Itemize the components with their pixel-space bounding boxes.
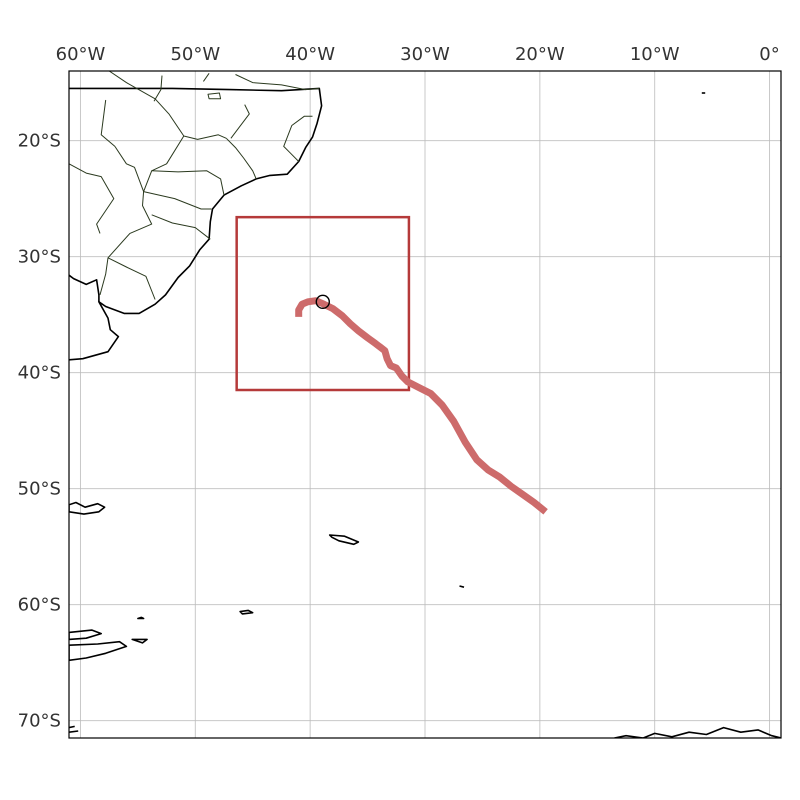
lat-tick-label: 60°S	[18, 595, 61, 616]
lat-tick-label: 40°S	[18, 363, 61, 384]
state-border	[99, 257, 109, 296]
river-plate-shoreline	[69, 274, 100, 302]
tick-labels: 60°W 50°W 40°W 30°W 20°W 10°W 0° 20°S 30°S 40°S 50…	[18, 44, 780, 732]
lat-tick-label: 70°S	[18, 711, 61, 732]
track-start-marker	[315, 294, 330, 310]
state-border	[153, 75, 163, 102]
graticule	[69, 71, 781, 738]
island-coastline	[459, 585, 465, 588]
storm-track-line	[295, 297, 548, 515]
state-border	[143, 170, 212, 210]
state-border	[151, 214, 211, 240]
state-border	[225, 137, 257, 180]
district-outline	[207, 92, 222, 100]
island-coastline	[69, 730, 79, 733]
island-coastline	[69, 725, 75, 729]
lon-tick-label: 10°W	[630, 44, 680, 65]
lat-tick-label: 50°S	[18, 479, 61, 500]
lon-tick-label: 30°W	[400, 44, 450, 65]
lon-tick-label: 60°W	[56, 44, 106, 65]
lat-tick-label: 30°S	[18, 247, 61, 268]
south-america-coastline	[69, 87, 323, 361]
state-border	[114, 146, 145, 192]
state-border	[235, 74, 320, 91]
lon-tick-label: 0°	[759, 44, 779, 65]
state-border	[108, 71, 227, 140]
state-border	[230, 104, 250, 139]
state-border	[69, 163, 115, 234]
region-box	[235, 215, 411, 392]
island-coastline	[69, 629, 102, 641]
state-border	[283, 115, 313, 162]
lat-tick-label: 20°S	[18, 131, 61, 152]
state-border	[107, 191, 156, 300]
storm-track-layer	[295, 294, 548, 515]
state-border	[202, 73, 210, 82]
island-coastline	[328, 534, 360, 546]
island-coastline	[137, 616, 145, 620]
state-border	[151, 135, 225, 196]
lon-tick-label: 40°W	[285, 44, 335, 65]
region-box-layer	[235, 215, 411, 392]
island-coastline	[239, 609, 254, 615]
island-coastline	[69, 640, 128, 662]
island-coastline	[69, 501, 106, 515]
lon-tick-label: 20°W	[515, 44, 565, 65]
map-frame	[68, 70, 782, 739]
island-coastline	[131, 638, 148, 644]
state-border	[100, 99, 116, 147]
lon-tick-label: 50°W	[170, 44, 220, 65]
